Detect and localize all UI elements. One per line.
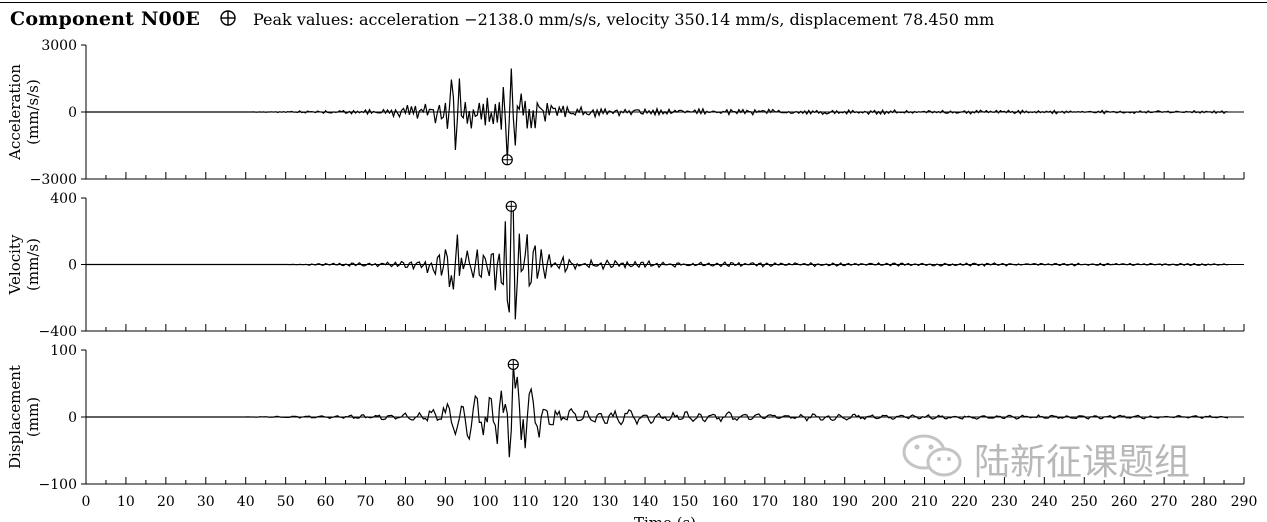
x-tick-label: 190	[831, 494, 858, 510]
x-tick-label: 240	[1031, 494, 1058, 510]
x-tick-label: 140	[632, 494, 659, 510]
signal-trace	[86, 364, 1229, 458]
title-row: Component N00E Peak values: acceleration…	[0, 0, 1267, 36]
watermark: 陆新征课题组	[898, 430, 1238, 483]
wechat-icon	[902, 434, 962, 477]
y-tick-label: 3000	[41, 38, 77, 54]
y-axis-unit: (mm)	[24, 397, 42, 437]
y-tick-label: 0	[68, 258, 77, 274]
y-tick-label: −400	[39, 324, 77, 340]
peak-marker	[507, 358, 519, 371]
y-tick-label: 400	[50, 191, 77, 207]
x-axis-label: Time (s)	[634, 514, 696, 522]
x-tick-label: 30	[197, 494, 215, 510]
peak-marker	[501, 154, 513, 166]
signal-trace	[86, 68, 1229, 160]
y-axis-label: Acceleration	[6, 64, 24, 161]
x-tick-label: 60	[317, 494, 335, 510]
x-tick-label: 180	[791, 494, 818, 510]
y-axis-label: Velocity	[6, 234, 24, 295]
y-axis-unit: (mm/s)	[24, 238, 42, 291]
x-tick-label: 160	[712, 494, 739, 510]
x-tick-label: 270	[1151, 494, 1178, 510]
x-tick-label: 290	[1231, 494, 1258, 510]
x-tick-label: 70	[357, 494, 375, 510]
x-tick-label: 150	[672, 494, 699, 510]
x-tick-label: 20	[157, 494, 175, 510]
panel-3: −100 0 100 Displacement (mm)	[6, 343, 1245, 493]
x-tick-label: 130	[592, 494, 619, 510]
x-tick-label: 280	[1191, 494, 1218, 510]
x-tick-label: 50	[277, 494, 295, 510]
watermark-text: 陆新征课题组	[974, 442, 1191, 483]
y-tick-label: −100	[39, 477, 77, 493]
y-axis-unit: (mm/s/s)	[24, 79, 42, 145]
x-tick-label: 0	[82, 494, 91, 510]
x-tick-label: 80	[397, 494, 415, 510]
y-tick-label: 100	[50, 343, 77, 359]
y-axis-label: Displacement	[6, 365, 24, 469]
x-tick-label: 210	[911, 494, 938, 510]
signal-trace	[86, 206, 1229, 320]
x-tick-label: 260	[1111, 494, 1138, 510]
x-tick-label: 230	[991, 494, 1018, 510]
x-tick-label: 110	[512, 494, 539, 510]
component-title: Component N00E	[10, 8, 201, 30]
panel-1: −3000 0 3000 Acceleration (mm/s/s)	[6, 38, 1245, 188]
y-tick-label: 0	[68, 105, 77, 121]
peak-values-text: Peak values: acceleration −2138.0 mm/s/s…	[253, 10, 995, 29]
y-tick-label: 0	[68, 410, 77, 426]
x-tick-label: 90	[436, 494, 454, 510]
x-tick-label: 200	[871, 494, 898, 510]
x-tick-label: 170	[751, 494, 778, 510]
x-tick-label: 10	[117, 494, 135, 510]
x-tick-label: 120	[552, 494, 579, 510]
panel-2: −400 0 400 Velocity (mm/s)	[6, 191, 1245, 340]
top-rule	[0, 2, 1267, 3]
y-tick-label: −3000	[30, 172, 77, 188]
peak-marker	[505, 200, 517, 212]
x-tick-label: 100	[472, 494, 499, 510]
circled-plus-icon	[220, 10, 236, 26]
x-tick-label: 250	[1071, 494, 1098, 510]
x-tick-label: 40	[237, 494, 255, 510]
x-tick-label: 220	[951, 494, 978, 510]
